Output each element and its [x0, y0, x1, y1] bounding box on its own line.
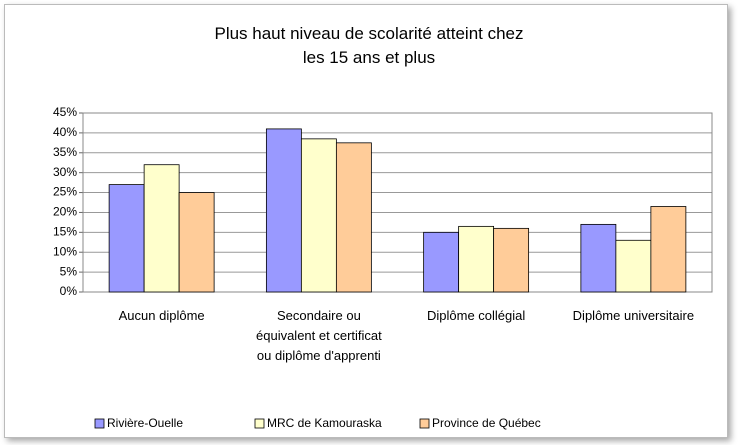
- bar: [650, 206, 687, 293]
- bar: [108, 184, 145, 293]
- legend-swatch: [419, 418, 430, 429]
- bar: [615, 239, 652, 293]
- chart-title: Plus haut niveau de scolarité atteint ch…: [214, 24, 524, 67]
- bar: [423, 231, 460, 293]
- y-tick-label: 45%: [53, 105, 77, 119]
- bar: [178, 192, 215, 293]
- x-tick-label: Secondaire ou équivalent et certificat o…: [256, 308, 382, 363]
- x-tick-label: Aucun diplôme: [118, 308, 205, 323]
- plot-border: [82, 112, 713, 293]
- y-tick-label: 0%: [60, 284, 78, 298]
- x-tick-label: Diplôme collégial: [426, 308, 526, 323]
- bar: [300, 138, 337, 293]
- legend-swatch: [254, 418, 265, 429]
- bar: [493, 227, 530, 293]
- legend-label: Rivière-Ouelle: [107, 416, 183, 430]
- y-tick-label: 25%: [53, 185, 77, 199]
- bar: [580, 223, 617, 293]
- y-tick-label: 10%: [53, 244, 77, 258]
- y-tick-label: 40%: [53, 125, 77, 139]
- bar: [458, 225, 495, 293]
- legend-label: MRC de Kamouraska: [267, 416, 382, 430]
- y-tick-label: 35%: [53, 145, 77, 159]
- y-tick-label: 20%: [53, 205, 77, 219]
- y-tick-label: 30%: [53, 165, 77, 179]
- x-tick-label: Diplôme universitaire: [572, 308, 695, 323]
- legend-label: Province de Québec: [432, 416, 541, 430]
- bar: [265, 128, 302, 293]
- bar: [143, 164, 180, 293]
- y-tick-label: 15%: [53, 225, 77, 239]
- legend-swatch: [94, 418, 105, 429]
- bar: [335, 142, 372, 293]
- y-tick-label: 5%: [60, 264, 78, 278]
